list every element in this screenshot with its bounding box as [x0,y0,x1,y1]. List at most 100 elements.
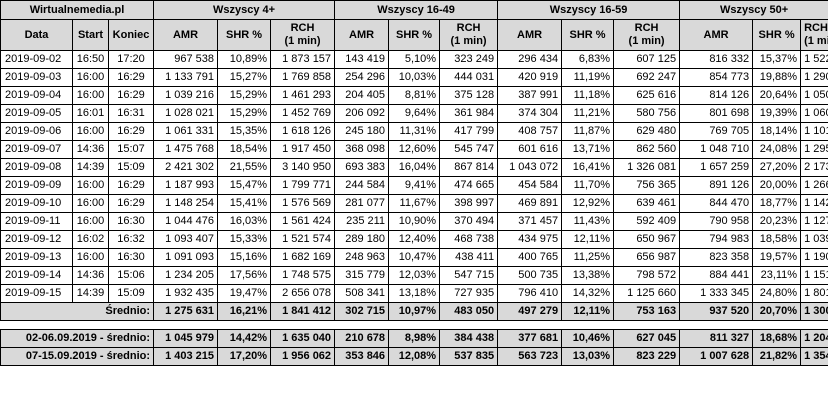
cell-value: 12,60% [388,140,441,159]
table-row: 2019-09-07 14:36 15:07 1 475 768 18,54% 1 917… [0,140,828,159]
cell-value: 891 126 [679,176,754,195]
col-rch-line1: RCH [634,22,659,34]
cell-value: 816 332 [679,50,754,69]
cell-value: 20,23% [752,212,802,231]
cell-value: 2 656 078 [270,284,336,303]
cell-value: 15,16% [217,248,272,267]
average-label: Średnio: [0,302,155,321]
cell-value: 580 756 [613,104,681,123]
col-shr: SHR % [561,19,615,51]
col-rch: RCH(1 min) [613,19,681,51]
cell-end: 15:06 [107,266,155,285]
cell-value: 371 457 [497,212,563,231]
table-row: 2019-09-13 16:00 16:30 1 091 093 15,16% 1 682… [0,248,828,267]
table-row: 2019-09-10 16:00 16:29 1 148 254 15,41% 1 576… [0,194,828,213]
cell-value: 967 538 [153,50,219,69]
cell-value: 1 576 569 [270,194,336,213]
group-header-16-59: Wszyscy 16-59 [497,0,681,20]
summary-row: 02-06.09.2019 - średnio: 1 045 979 14,42% 1… [0,329,828,348]
cell-value: 12,40% [388,230,441,249]
cell-value: 21,55% [217,158,272,177]
cell-value: 1 048 710 [679,140,754,159]
cell-value: 398 997 [439,194,499,213]
cell-value: 1 043 072 [497,158,563,177]
cell-start: 16:01 [72,104,109,123]
cell-value: 1 769 858 [270,68,336,87]
cell-value: 1 461 293 [270,86,336,105]
summary-value: 10,46% [561,329,615,348]
cell-value: 727 935 [439,284,499,303]
cell-value: 400 765 [497,248,563,267]
cell-value: 281 077 [334,194,390,213]
cell-value: 1 801 087 [800,284,828,303]
col-start: Start [72,19,109,51]
cell-value: 1 101 483 [800,122,828,141]
cell-value: 1 290 062 [800,68,828,87]
cell-value: 1 333 345 [679,284,754,303]
cell-date: 2019-09-07 [0,140,73,159]
cell-value: 6,83% [561,50,615,69]
cell-value: 1 039 216 [153,86,219,105]
cell-value: 844 470 [679,194,754,213]
cell-value: 1 061 331 [153,122,219,141]
cell-value: 1 873 157 [270,50,336,69]
average-value: 1 841 412 [270,302,336,321]
summary-value: 18,68% [752,329,802,348]
cell-value: 547 715 [439,266,499,285]
cell-start: 16:00 [72,68,109,87]
cell-value: 693 383 [334,158,390,177]
cell-start: 14:39 [72,158,109,177]
group-header-4plus: Wszyscy 4+ [153,0,336,20]
cell-value: 1 234 205 [153,266,219,285]
cell-value: 801 698 [679,104,754,123]
cell-value: 15,47% [217,176,272,195]
cell-start: 16:50 [72,50,109,69]
cell-value: 315 779 [334,266,390,285]
cell-value: 1 142 293 [800,194,828,213]
cell-date: 2019-09-13 [0,248,73,267]
cell-value: 15,37% [752,50,802,69]
cell-end: 16:30 [107,212,155,231]
summary-value: 811 327 [679,329,754,348]
average-value: 12,11% [561,302,615,321]
summary-value: 1 045 979 [153,329,219,348]
summary-value: 627 045 [613,329,681,348]
cell-start: 16:00 [72,86,109,105]
col-amr: AMR [497,19,563,51]
cell-value: 1 521 574 [270,230,336,249]
cell-date: 2019-09-15 [0,284,73,303]
cell-date: 2019-09-08 [0,158,73,177]
cell-date: 2019-09-12 [0,230,73,249]
col-rch: RCH(1 min) [439,19,499,51]
cell-value: 1 050 146 [800,86,828,105]
cell-value: 469 891 [497,194,563,213]
summary-row: 07-15.09.2019 - średnio: 1 403 215 17,20% 1… [0,347,828,366]
cell-value: 11,18% [561,86,615,105]
summary-value: 21,82% [752,347,802,366]
cell-value: 3 140 950 [270,158,336,177]
cell-value: 1 044 476 [153,212,219,231]
cell-end: 16:30 [107,248,155,267]
cell-value: 23,11% [752,266,802,285]
cell-value: 289 180 [334,230,390,249]
cell-value: 474 665 [439,176,499,195]
average-value: 497 279 [497,302,563,321]
cell-value: 1 475 768 [153,140,219,159]
cell-value: 769 705 [679,122,754,141]
col-rch-line2: (1 min) [804,35,828,47]
cell-value: 254 296 [334,68,390,87]
cell-value: 15,41% [217,194,272,213]
cell-start: 14:39 [72,284,109,303]
summary-value: 1 204 920 [800,329,828,348]
cell-value: 438 411 [439,248,499,267]
cell-value: 15,27% [217,68,272,87]
cell-value: 15,35% [217,122,272,141]
cell-value: 1 917 450 [270,140,336,159]
cell-value: 1 151 179 [800,266,828,285]
summary-value: 14,42% [217,329,272,348]
cell-value: 1 190 588 [800,248,828,267]
cell-value: 12,92% [561,194,615,213]
col-end: Koniec [107,19,155,51]
cell-value: 19,57% [752,248,802,267]
table-row: 2019-09-14 14:36 15:06 1 234 205 17,56% 1 748… [0,266,828,285]
